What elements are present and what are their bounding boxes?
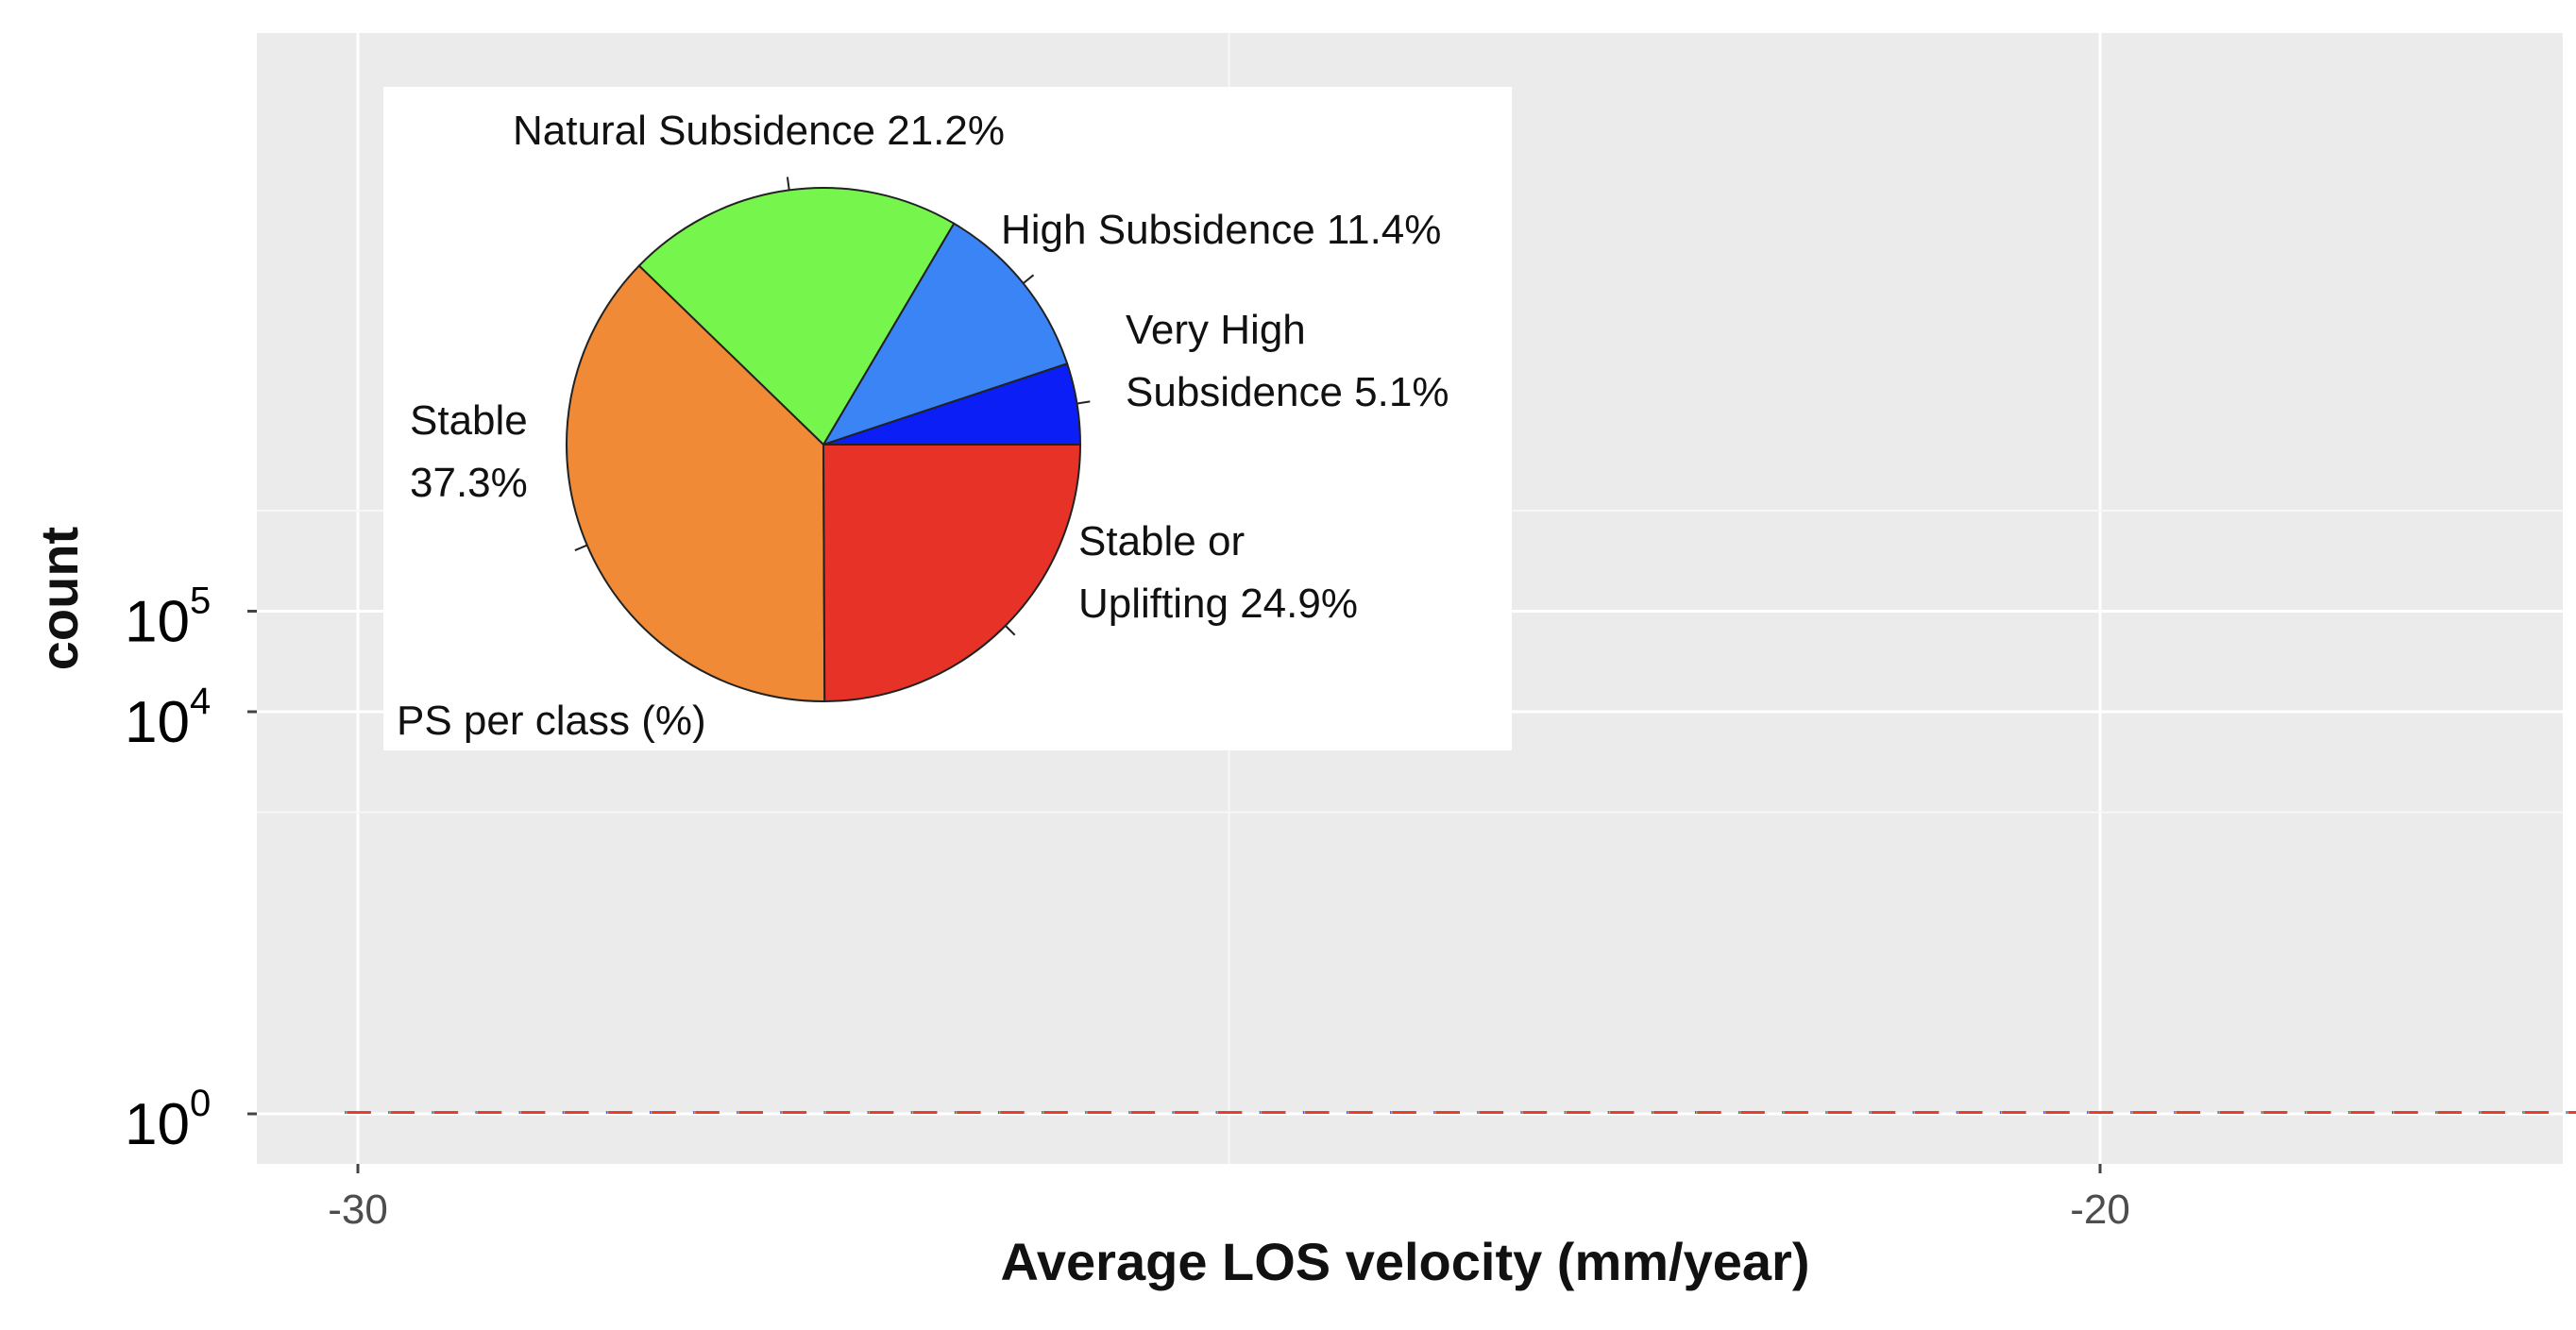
pie-slice-label: 37.3%	[410, 460, 528, 506]
histogram-bar	[1827, 1111, 1853, 1114]
histogram-bar	[1740, 1111, 1765, 1114]
histogram-bar	[347, 1111, 371, 1114]
histogram-bar	[825, 1111, 851, 1114]
pie-slice	[821, 222, 1069, 446]
histogram-bar	[1958, 1111, 1983, 1114]
histogram-bar	[1218, 1111, 1243, 1114]
histogram-bar	[2089, 1111, 2113, 1114]
pie-slice	[822, 444, 1082, 703]
histogram-bar	[2045, 1111, 2070, 1114]
pie-title: PS per class (%)	[397, 698, 706, 744]
histogram-bar	[2002, 1111, 2026, 1114]
pie-slice-label: Natural Subsidence 21.2%	[513, 108, 1005, 154]
histogram-bar	[957, 1111, 981, 1114]
histogram-bar	[1392, 1111, 1416, 1114]
histogram-bar	[1784, 1111, 1809, 1114]
pie-leader-line	[1022, 274, 1035, 284]
histogram-bar	[782, 1111, 807, 1114]
histogram-bar	[1174, 1111, 1199, 1114]
histogram-bar	[433, 1111, 459, 1114]
histogram-bar	[2176, 1111, 2201, 1114]
pie-leader-line	[1076, 400, 1091, 405]
histogram-bar	[1435, 1111, 1461, 1114]
pie-slice-label: Uplifting 24.9%	[1078, 581, 1358, 627]
histogram-bar	[521, 1111, 546, 1114]
histogram-bar	[608, 1111, 633, 1114]
histogram-bar	[1522, 1111, 1548, 1114]
histogram-bar	[390, 1111, 415, 1114]
y-axis-label: count	[29, 527, 89, 670]
y-tick-label: 100	[125, 1083, 211, 1157]
y-tick-label: 105	[125, 581, 211, 655]
histogram-bar	[477, 1111, 502, 1114]
pie-slice-label: Very High	[1126, 307, 1306, 353]
histogram-bar	[695, 1111, 720, 1114]
y-tick-label: 104	[125, 681, 211, 755]
histogram-bar	[1567, 1111, 1591, 1114]
histogram-bar	[1087, 1111, 1112, 1114]
histogram-bar	[2394, 1111, 2418, 1114]
histogram-bar	[1000, 1111, 1025, 1114]
histogram-bar	[2307, 1111, 2331, 1114]
histogram-bar	[1697, 1111, 1721, 1114]
histogram-bar	[738, 1111, 764, 1114]
histogram-bar	[1043, 1111, 1068, 1114]
x-tick-label: -30	[328, 1187, 388, 1233]
histogram-bars	[345, 1111, 2576, 1114]
histogram-bar	[913, 1111, 938, 1114]
pie-leader-line	[1005, 625, 1016, 636]
histogram-bar	[1915, 1111, 1940, 1114]
histogram-bar	[1305, 1111, 1330, 1114]
histogram-bar	[2437, 1111, 2462, 1114]
histogram-bar	[1348, 1111, 1373, 1114]
histogram-bar	[2568, 1111, 2576, 1114]
series-stable-or-uplifting	[347, 1111, 2576, 1114]
histogram-bar	[652, 1111, 676, 1114]
histogram-bar	[1653, 1111, 1678, 1114]
histogram-bar	[2524, 1111, 2550, 1114]
histogram-bar	[2219, 1111, 2245, 1114]
pie-slice-label: Stable	[410, 397, 528, 444]
x-axis-label: Average LOS velocity (mm/year)	[1001, 1232, 1810, 1291]
histogram-bar	[870, 1111, 894, 1114]
pie-leader-line	[786, 177, 790, 191]
histogram-bar	[1130, 1111, 1156, 1114]
histogram-bar	[1610, 1111, 1635, 1114]
pie-slice-label: Subsidence 5.1%	[1126, 369, 1449, 415]
histogram-bar	[1479, 1111, 1504, 1114]
pie-slice	[566, 264, 826, 702]
histogram-bar	[565, 1111, 589, 1114]
histogram-bar	[2481, 1111, 2506, 1114]
histogram-bar	[2132, 1111, 2158, 1114]
pie-slice-label: Stable or	[1078, 518, 1245, 564]
pie-chart: Very High Subsidence 5.1% High Subsidence …	[410, 108, 1449, 703]
x-tick-label: -20	[2070, 1187, 2130, 1233]
histogram-bar	[2350, 1111, 2375, 1114]
pie-slice	[637, 187, 956, 446]
pie-leader-line	[574, 544, 588, 551]
histogram-bar	[2263, 1111, 2288, 1114]
histogram-bar	[1871, 1111, 1896, 1114]
histogram-bar	[1262, 1111, 1286, 1114]
pie-slice-label: High Subsidence 11.4%	[1001, 207, 1441, 253]
axis-ticks: -30-20-100100104105	[125, 581, 2130, 1234]
pie-inset: Very High Subsidence 5.1% High Subsidence …	[383, 87, 1512, 750]
